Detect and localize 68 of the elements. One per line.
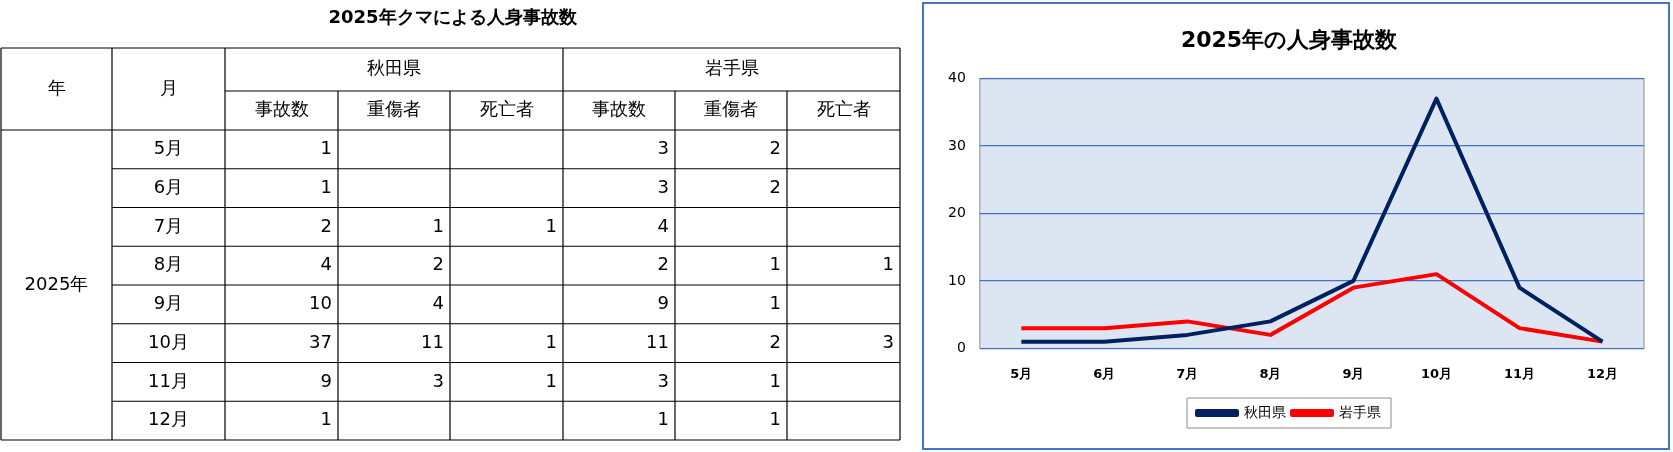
y-tick-label: 40 — [947, 69, 966, 86]
data-label: 1 — [545, 369, 557, 391]
data-label: 2 — [657, 253, 669, 275]
x-tick-label: 重傷者 — [704, 98, 758, 120]
y-tick-label: 8月 — [153, 253, 184, 275]
x-tick-label: 12月 — [1586, 365, 1619, 381]
data-label: 3 — [432, 369, 444, 391]
data-label: 11 — [646, 330, 669, 352]
data-label: 1 — [882, 253, 894, 275]
x-tick-label: 死亡者 — [479, 98, 534, 120]
x-tick-label: 9月 — [1342, 365, 1365, 381]
x-tick-label: 死亡者 — [816, 98, 871, 120]
data-label: 2 — [432, 253, 444, 275]
y-tick-label: 7月 — [153, 214, 184, 236]
x-tick-label: 10月 — [1420, 365, 1452, 381]
text: 岩手県 — [704, 57, 759, 79]
x-tick-label: 5月 — [1010, 365, 1033, 381]
data-label: 3 — [657, 175, 669, 197]
y-tick-label: 10 — [947, 271, 966, 288]
x-tick-label: 8月 — [1259, 365, 1282, 381]
x-tick-label: 11月 — [1503, 365, 1536, 381]
data-label: 1 — [320, 408, 332, 430]
data-label: 1 — [769, 369, 781, 391]
y-tick-label: 0 — [956, 339, 966, 356]
x-tick-label: 7月 — [1176, 365, 1199, 381]
data-label: 3 — [657, 137, 669, 159]
data-label: 4 — [320, 253, 332, 275]
text: 秋田県 — [367, 57, 421, 79]
data-label: 3 — [657, 369, 669, 391]
y-tick-label: 5月 — [153, 137, 184, 159]
data-label: 2 — [769, 330, 781, 352]
data-label: 10 — [309, 292, 332, 314]
data-label: 1 — [769, 292, 781, 314]
data-label: 37 — [309, 330, 332, 352]
data-label: 1 — [545, 214, 557, 236]
data-label: 11 — [421, 330, 444, 352]
y-tick-label: 20 — [947, 204, 966, 221]
y-tick-label: 30 — [947, 136, 966, 153]
legend-label: 秋田県 — [1244, 403, 1286, 420]
y-tick-label: 10月 — [148, 330, 189, 352]
legend-label: 岩手県 — [1339, 403, 1381, 420]
data-label: 1 — [769, 408, 781, 430]
y-tick-label: 12月 — [148, 408, 189, 430]
y-tick-label: 6月 — [153, 175, 184, 197]
data-label: 2 — [320, 214, 332, 236]
text: 2025年 — [24, 272, 89, 294]
data-label: 4 — [432, 292, 444, 314]
data-label: 1 — [657, 408, 669, 430]
data-label: 1 — [320, 137, 332, 159]
data-label: 3 — [882, 330, 894, 352]
data-label: 4 — [657, 214, 669, 236]
text: 年 — [47, 76, 66, 98]
x-tick-label: 6月 — [1093, 365, 1116, 381]
y-tick-label: 9月 — [153, 292, 184, 314]
chart-title: 2025年クマによる人身事故数 — [328, 6, 578, 28]
chart-title: 2025年の人身事故数 — [1180, 26, 1399, 52]
x-tick-label: 事故数 — [592, 98, 646, 120]
text: 月 — [159, 76, 178, 98]
data-label: 9 — [320, 369, 332, 391]
x-tick-label: 重傷者 — [367, 98, 421, 120]
data-label: 1 — [432, 214, 444, 236]
data-label: 9 — [657, 292, 669, 314]
data-label: 2 — [769, 137, 781, 159]
data-label: 1 — [769, 253, 781, 275]
data-label: 1 — [545, 330, 557, 352]
x-tick-label: 事故数 — [254, 98, 309, 120]
data-label: 2 — [769, 175, 781, 197]
data-label: 1 — [320, 175, 332, 197]
